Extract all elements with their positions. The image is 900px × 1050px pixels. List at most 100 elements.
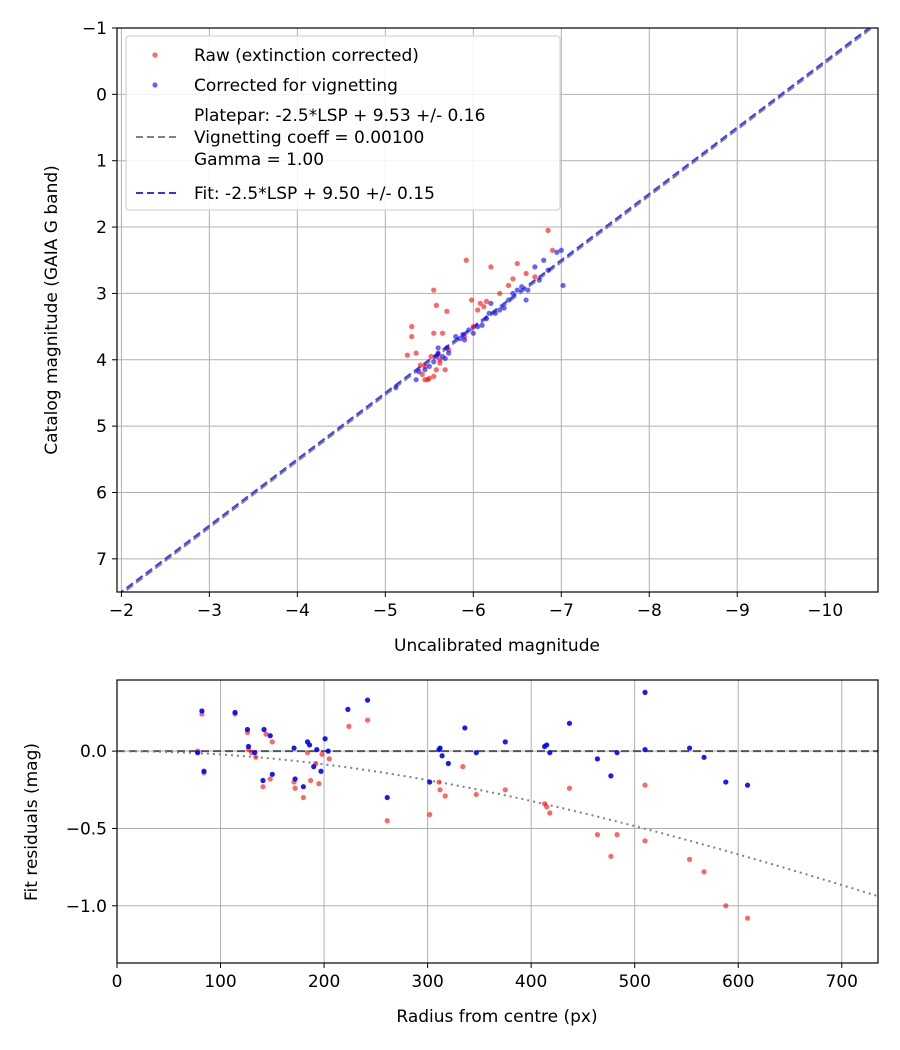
raw-point xyxy=(428,353,434,360)
raw-point xyxy=(417,362,424,368)
top-line-fit xyxy=(119,28,872,592)
top-x-tick-label: −5 xyxy=(373,601,398,621)
corrected-residual-point xyxy=(195,750,201,756)
top-x-axis-label: Uncalibrated magnitude xyxy=(394,636,600,656)
corrected-point xyxy=(486,310,492,316)
top-legend: Raw (extinction corrected) Corrected for… xyxy=(125,35,561,211)
bottom-vignetting-curve xyxy=(117,750,878,898)
raw-residual-point xyxy=(460,764,466,770)
raw-residual-point xyxy=(473,791,479,798)
corrected-residual-point xyxy=(473,750,479,756)
corrected-residual-point xyxy=(642,689,648,695)
raw-point xyxy=(431,373,437,379)
corrected-residual-point xyxy=(608,773,614,779)
raw-residual-point xyxy=(642,838,648,844)
legend-label-fit: Fit: -2.5*LSP + 9.50 +/- 0.15 xyxy=(194,184,435,204)
raw-point xyxy=(470,323,476,330)
corrected-residual-point xyxy=(291,745,297,751)
corrected-residual-point xyxy=(723,779,729,785)
raw-residual-point xyxy=(566,785,573,791)
bottom-x-ticks: 0 100 200 300 400 500 600 700 xyxy=(112,963,858,992)
corrected-residual-point xyxy=(566,720,573,726)
corrected-residual-point xyxy=(292,776,298,782)
corrected-residual-point xyxy=(267,733,273,739)
raw-residual-point xyxy=(253,754,259,760)
raw-point xyxy=(481,304,487,310)
residuals-chart: 0 100 200 300 400 500 600 700 0.0 −0.5 −1.0 Radiu… xyxy=(22,679,879,1027)
top-x-ticks: −2 −3 −4 −5 −6 −7 −8 −9 −10 xyxy=(109,592,843,621)
raw-residual-point xyxy=(364,717,371,723)
corrected-point xyxy=(525,287,531,293)
corrected-point xyxy=(442,355,448,362)
corrected-residual-point xyxy=(544,742,550,748)
raw-point xyxy=(497,290,503,297)
corrected-residual-point xyxy=(701,754,707,760)
corrected-point xyxy=(466,327,472,333)
corrected-residual-point xyxy=(642,746,648,753)
corrected-point xyxy=(444,345,450,351)
corrected-point xyxy=(413,377,419,383)
raw-residual-point xyxy=(701,869,707,875)
corrected-residual-point xyxy=(502,739,508,745)
raw-point xyxy=(545,227,551,233)
legend-platepar-line: Vignetting coeff = 0.00100 xyxy=(194,128,424,148)
raw-residual-point xyxy=(384,818,390,824)
raw-point xyxy=(442,367,448,373)
top-y-ticks: −1 0 1 2 3 4 5 6 7 xyxy=(82,19,117,570)
top-x-tick-label: −7 xyxy=(549,601,574,621)
corrected-point xyxy=(422,367,428,373)
raw-residual-point xyxy=(642,782,648,788)
corrected-point xyxy=(558,247,564,253)
top-x-tick-label: −3 xyxy=(197,601,222,621)
corrected-point xyxy=(435,345,441,351)
corrected-residual-point xyxy=(311,764,317,770)
bottom-x-tick-label: 200 xyxy=(308,972,340,992)
raw-residual-point xyxy=(292,785,298,791)
corrected-point xyxy=(545,267,551,273)
bottom-x-tick-label: 400 xyxy=(515,972,547,992)
legend-label-platepar: Platepar: -2.5*LSP + 9.53 +/- 0.16 Vignet… xyxy=(194,106,485,170)
raw-point xyxy=(404,352,410,358)
legend-box xyxy=(125,35,561,211)
raw-point xyxy=(468,297,475,303)
legend-platepar-line: Platepar: -2.5*LSP + 9.53 +/- 0.16 xyxy=(194,106,485,126)
corrected-residual-point xyxy=(462,725,468,731)
bottom-x-tick-label: 700 xyxy=(826,972,858,992)
raw-residual-point xyxy=(437,787,443,793)
legend-marker-raw xyxy=(152,52,158,58)
corrected-residual-point xyxy=(314,746,320,753)
raw-residual-point xyxy=(308,777,314,784)
raw-point xyxy=(549,247,556,253)
bottom-x-tick-label: 500 xyxy=(618,972,650,992)
top-line-platepar xyxy=(122,28,874,592)
legend-marker-corrected xyxy=(152,82,158,88)
legend-label-raw: Raw (extinction corrected) xyxy=(194,46,419,66)
corrected-point xyxy=(483,316,490,322)
raw-point xyxy=(477,300,483,306)
top-x-tick-label: −2 xyxy=(109,601,134,621)
raw-point xyxy=(437,360,443,366)
corrected-point xyxy=(446,350,452,356)
corrected-residual-point xyxy=(345,706,351,712)
bottom-scatter-points xyxy=(195,689,751,921)
bottom-y-tick-label: 0.0 xyxy=(80,742,107,762)
raw-residual-point xyxy=(269,739,275,745)
raw-point xyxy=(433,302,439,308)
raw-residual-point xyxy=(723,903,729,909)
top-y-tick-label: 3 xyxy=(96,284,107,304)
raw-point xyxy=(409,333,415,340)
corrected-residual-point xyxy=(306,742,313,748)
raw-residual-point xyxy=(744,915,751,921)
corrected-residual-point xyxy=(364,697,371,703)
legend-label-corrected: Corrected for vignetting xyxy=(194,76,398,96)
raw-residual-point xyxy=(594,832,601,838)
corrected-point xyxy=(492,310,498,316)
corrected-point xyxy=(497,307,503,313)
corrected-residual-point xyxy=(547,750,553,756)
raw-residual-point xyxy=(608,853,614,859)
raw-residual-point xyxy=(436,779,442,785)
bottom-axes-frame xyxy=(116,679,879,964)
top-y-tick-label: 5 xyxy=(96,417,107,437)
corrected-point xyxy=(560,282,566,289)
raw-point xyxy=(463,257,469,263)
